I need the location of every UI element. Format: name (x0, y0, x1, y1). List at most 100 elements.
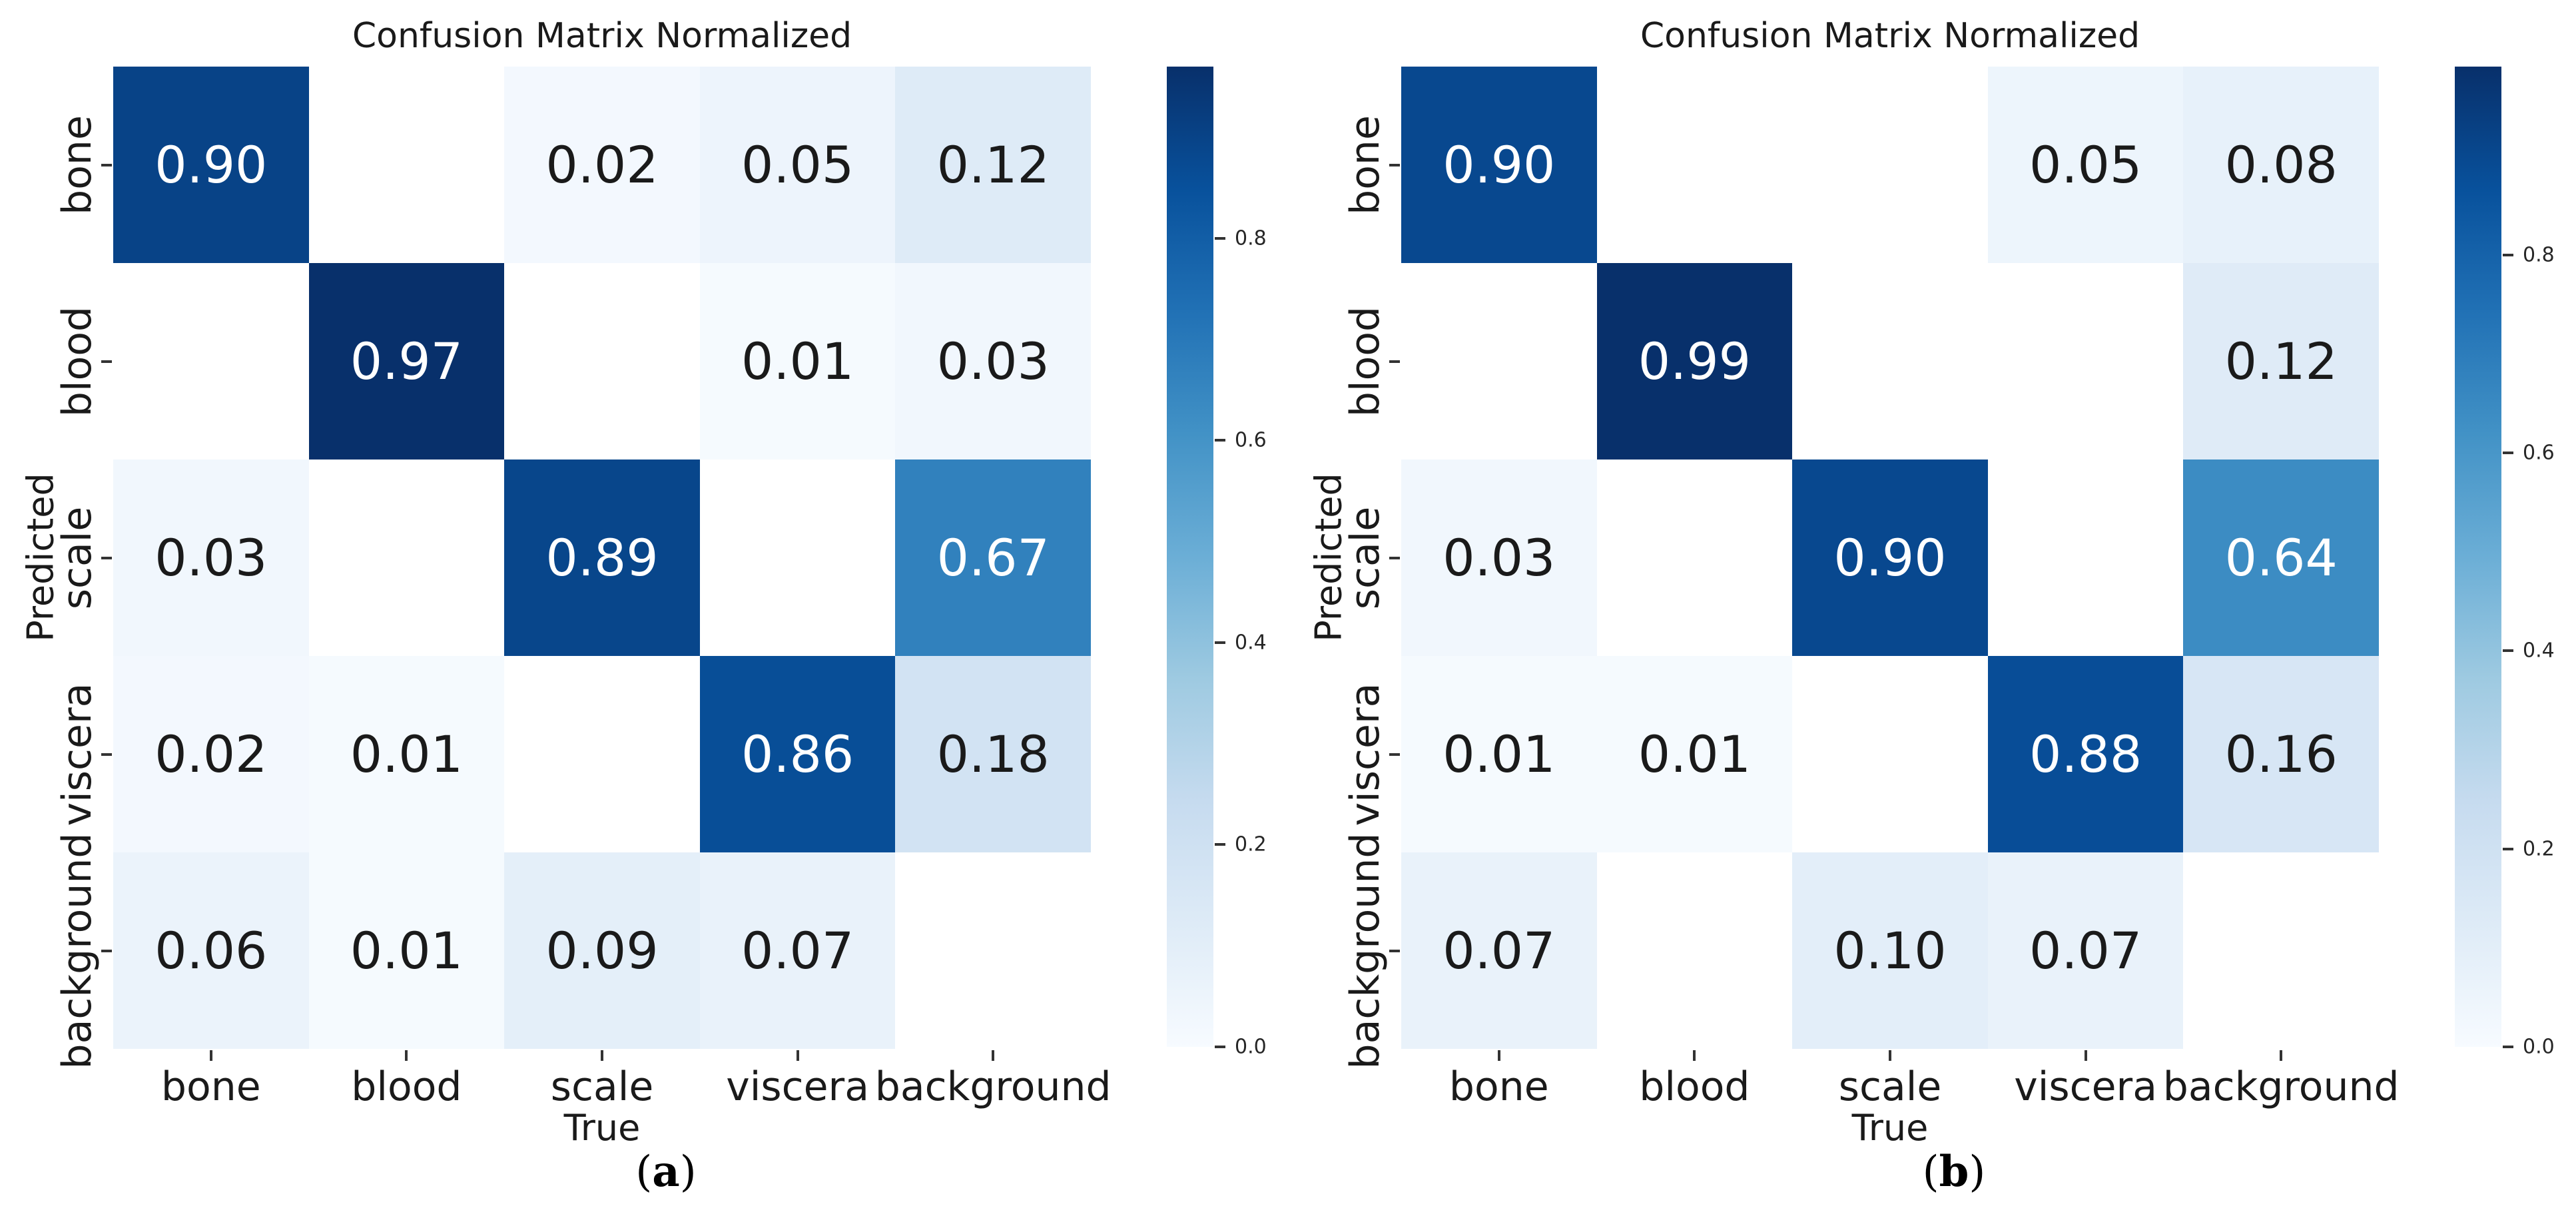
x-tick-mark (2280, 1050, 2283, 1061)
heatmap-cell: 0.03 (1401, 460, 1597, 656)
heatmap-cell (308, 460, 505, 656)
heatmap-cell (504, 656, 700, 852)
colorbar-tick-label: 0.8 (1235, 226, 1267, 250)
y-tick-mark (1389, 163, 1400, 166)
cell-value: 0.03 (1443, 527, 1556, 587)
cell-value: 0.05 (741, 135, 854, 194)
heatmap-cell: 0.02 (504, 67, 700, 263)
colorbar-tick-label: 0.0 (2523, 1035, 2555, 1059)
y-tick-mark (1389, 360, 1400, 363)
heatmap-cell: 0.67 (895, 460, 1091, 656)
y-tick-mark (101, 360, 112, 363)
cell-value: 0.86 (741, 724, 854, 784)
colorbar-tick-label: 0.6 (1235, 428, 1267, 452)
y-tick-label: viscera (1342, 683, 1389, 826)
caption-paren-close: ) (679, 1147, 697, 1197)
cell-value: 0.67 (936, 527, 1050, 587)
heatmap-cell: 0.90 (113, 67, 309, 263)
heatmap-cell: 0.18 (895, 656, 1091, 852)
colorbar-tick-mark (2503, 1046, 2513, 1048)
colorbar-tick-mark (2503, 649, 2513, 653)
heatmap-cell: 0.89 (504, 460, 700, 656)
colorbar: 0.8 0.6 0.4 0.2 0.0 (2455, 67, 2555, 1059)
colorbar-tick-mark (2503, 253, 2513, 256)
x-tick-label: background (2162, 1064, 2400, 1110)
y-tick-label: bone (54, 115, 101, 215)
x-tick-label: bone (1449, 1064, 1549, 1110)
heatmap-cell: 0.01 (1401, 656, 1597, 852)
y-tick-mark (101, 163, 112, 166)
cell-value: 0.90 (155, 135, 268, 194)
cell-value: 0.09 (545, 920, 659, 980)
colorbar-gradient (2455, 67, 2501, 1047)
y-tick-mark (101, 949, 112, 952)
colorbar-gradient (1167, 67, 1213, 1047)
heatmap-cell: 0.01 (1596, 656, 1793, 852)
cell-value: 0.90 (1443, 135, 1556, 194)
y-tick-mark (1389, 556, 1400, 559)
colorbar-tick-mark (2503, 847, 2513, 850)
y-tick-label: blood (1342, 306, 1389, 417)
x-tick-label: scale (1838, 1064, 1942, 1110)
colorbar-tick-mark (1215, 1046, 1225, 1048)
heatmap-cell: 0.07 (699, 852, 896, 1049)
colorbar-tick-label: 0.0 (1235, 1035, 1267, 1059)
colorbar-tick-mark (1215, 439, 1225, 442)
y-tick-mark (1389, 753, 1400, 756)
cell-value: 0.03 (155, 527, 268, 587)
cell-value: 0.08 (2224, 135, 2338, 194)
cell-value: 0.07 (1443, 920, 1556, 980)
panel-caption: (b) (1401, 1147, 2507, 1197)
heatmap-cell: 0.64 (2183, 460, 2379, 656)
x-tick-mark (1693, 1050, 1696, 1061)
y-tick-mark (101, 753, 112, 756)
heatmap-cell: 0.88 (1987, 656, 2184, 852)
heatmap-cell: 0.97 (308, 263, 505, 460)
heatmap-cell: 0.99 (1596, 263, 1793, 460)
x-tick-mark (405, 1050, 408, 1061)
colorbar-tick-mark (1215, 641, 1225, 644)
x-tick-mark (796, 1050, 799, 1061)
cell-value: 0.10 (1833, 920, 1947, 980)
colorbar-tick-mark (2503, 451, 2513, 454)
heatmap-cell: 0.16 (2183, 656, 2379, 852)
cell-value: 0.07 (741, 920, 854, 980)
heatmap-cell (1987, 460, 2184, 656)
y-tick-label: background (54, 832, 101, 1069)
cell-value: 0.18 (936, 724, 1050, 784)
y-tick-label: blood (54, 306, 101, 417)
y-tick-mark (1389, 949, 1400, 952)
heatmap-cell: 0.06 (113, 852, 309, 1049)
heatmap-cell (113, 263, 309, 460)
panel-a: Confusion Matrix Normalized Predicted 0.… (20, 17, 1267, 1197)
heatmap-cell (1596, 460, 1793, 656)
x-tick-mark (1889, 1050, 1891, 1061)
heatmap-cell (1596, 67, 1793, 263)
x-tick-mark (2084, 1050, 2087, 1061)
heatmap-cell: 0.01 (308, 852, 505, 1049)
caption-paren-close: ) (1969, 1147, 1986, 1197)
cell-value: 0.90 (1833, 527, 1947, 587)
cell-value: 0.01 (350, 724, 463, 784)
cell-value: 0.07 (2029, 920, 2142, 980)
colorbar-tick-label: 0.2 (1235, 832, 1267, 856)
x-tick-mark (992, 1050, 995, 1061)
cell-value: 0.02 (155, 724, 268, 784)
heatmap-cell: 0.01 (699, 263, 896, 460)
colorbar-tick-mark (1215, 236, 1225, 240)
x-tick-mark (209, 1050, 212, 1061)
colorbar-tick-mark (1215, 843, 1225, 846)
heatmap-cell: 0.90 (1792, 460, 1988, 656)
y-tick-label: scale (1342, 506, 1389, 609)
cell-value: 0.05 (2029, 135, 2142, 194)
caption-paren-open: ( (1922, 1147, 1939, 1197)
cell-value: 0.02 (545, 135, 659, 194)
cell-value: 0.01 (1638, 724, 1751, 784)
x-tick-mark (601, 1050, 603, 1061)
heatmap-grid: 0.90 0.05 0.08 0.99 0.12 0.03 0.90 0.64 0.01 0.01… (1401, 67, 2379, 1049)
x-axis-label: True (1851, 1107, 1929, 1149)
heatmap-cell: 0.01 (308, 656, 505, 852)
colorbar-tick-label: 0.2 (2523, 837, 2555, 861)
heatmap-cell (895, 852, 1091, 1049)
